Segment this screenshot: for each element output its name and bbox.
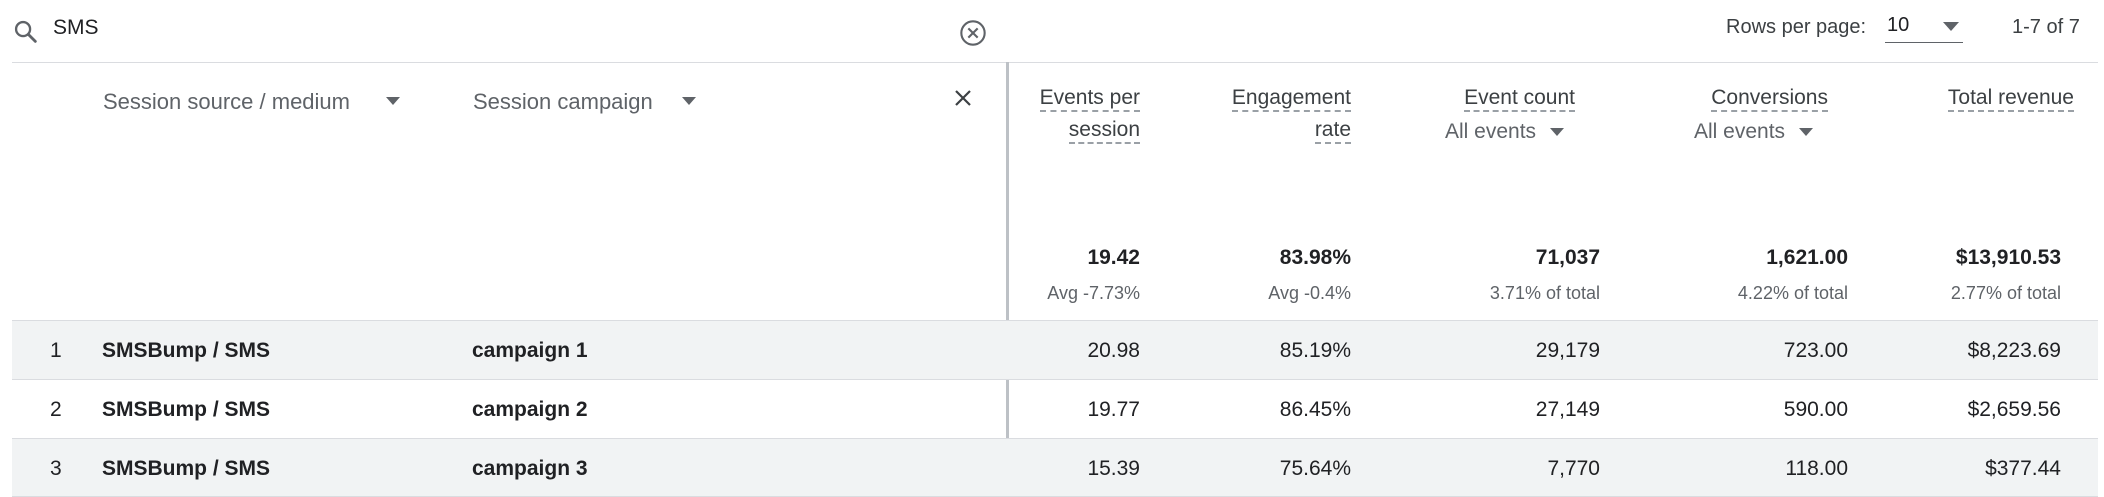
- dimension-header-campaign[interactable]: Session campaign: [473, 89, 653, 114]
- row-engagement-rate: 75.64%: [1279, 457, 1351, 480]
- chevron-down-icon: [1799, 128, 1814, 137]
- header-line: Engagement: [1231, 86, 1351, 112]
- row-total-revenue: $8,223.69: [1967, 339, 2061, 362]
- pagination-range: 1-7 of 7: [2012, 16, 2080, 38]
- close-icon[interactable]: [951, 86, 975, 110]
- table-row[interactable]: 2 SMSBump / SMS campaign 2 19.77 86.45% …: [12, 379, 2098, 438]
- row-event-count: 29,179: [1535, 339, 1600, 362]
- metric-header-events-per-session[interactable]: Events per session: [980, 82, 1140, 146]
- row-events-per-session: 19.77: [1087, 398, 1140, 421]
- event-count-filter[interactable]: All events: [1445, 120, 1565, 144]
- total-conversions-sub: 4.22% of total: [1737, 283, 1848, 303]
- total-revenue-sub: 2.77% of total: [1950, 283, 2061, 303]
- total-events-per-session-sub: Avg -7.73%: [1047, 283, 1140, 303]
- total-revenue: $13,910.53: [1955, 246, 2061, 269]
- header-line: Conversions: [1711, 86, 1828, 112]
- header-line: session: [1068, 118, 1140, 144]
- total-event-count-sub: 3.71% of total: [1489, 283, 1600, 303]
- total-conversions: 1,621.00: [1766, 246, 1848, 269]
- filter-label: All events: [1445, 120, 1537, 143]
- filter-label: All events: [1694, 120, 1786, 143]
- row-conversions: 118.00: [1785, 457, 1848, 480]
- total-event-count: 71,037: [1535, 246, 1600, 269]
- row-engagement-rate: 85.19%: [1279, 339, 1351, 362]
- search-input[interactable]: SMS: [53, 16, 99, 39]
- chevron-down-icon[interactable]: [386, 97, 400, 105]
- row-total-revenue: $2,659.56: [1967, 398, 2061, 421]
- row-source-medium: SMSBump / SMS: [102, 398, 271, 421]
- metric-header-total-revenue[interactable]: Total revenue: [1880, 82, 2074, 114]
- row-number: 2: [50, 398, 62, 421]
- row-campaign: campaign 2: [472, 398, 588, 421]
- dimension-header-source-medium[interactable]: Session source / medium: [103, 89, 350, 114]
- header-line: Total revenue: [1947, 86, 2074, 112]
- row-event-count: 7,770: [1547, 457, 1600, 480]
- row-campaign: campaign 1: [472, 339, 588, 362]
- table-row[interactable]: 3 SMSBump / SMS campaign 3 15.39 75.64% …: [12, 438, 2098, 497]
- clear-search-icon[interactable]: [959, 19, 987, 47]
- metric-header-event-count[interactable]: Event count: [1400, 82, 1575, 114]
- chevron-down-icon: [1943, 22, 1959, 31]
- rows-per-page-value: 10: [1887, 14, 1910, 36]
- row-conversions: 590.00: [1783, 398, 1848, 421]
- table-row[interactable]: 1 SMSBump / SMS campaign 1 20.98 85.19% …: [12, 320, 2098, 379]
- header-line: Event count: [1464, 86, 1575, 112]
- total-engagement-rate: 83.98%: [1279, 246, 1351, 269]
- conversions-filter[interactable]: All events: [1694, 120, 1814, 144]
- row-events-per-session: 20.98: [1087, 339, 1140, 362]
- column-divider: [1006, 62, 1009, 496]
- row-campaign: campaign 3: [472, 457, 588, 480]
- rows-per-page-label: Rows per page:: [1726, 16, 1867, 38]
- row-engagement-rate: 86.45%: [1279, 398, 1351, 421]
- row-total-revenue: $377.44: [1985, 457, 2061, 480]
- total-engagement-rate-sub: Avg -0.4%: [1268, 283, 1351, 303]
- header-line: Events per: [1039, 86, 1140, 112]
- row-number: 3: [50, 457, 62, 480]
- rows-per-page-select[interactable]: 10: [1885, 8, 1963, 43]
- row-event-count: 27,149: [1535, 398, 1600, 421]
- metric-header-conversions[interactable]: Conversions: [1640, 82, 1828, 114]
- table-top-border: [12, 62, 2098, 63]
- search-icon: [14, 20, 37, 43]
- row-conversions: 723.00: [1783, 339, 1848, 362]
- row-events-per-session: 15.39: [1087, 457, 1140, 480]
- chevron-down-icon[interactable]: [682, 97, 696, 105]
- header-line: rate: [1314, 118, 1351, 144]
- row-number: 1: [50, 339, 62, 362]
- total-events-per-session: 19.42: [1087, 246, 1140, 269]
- row-source-medium: SMSBump / SMS: [102, 457, 271, 480]
- chevron-down-icon: [1550, 128, 1565, 137]
- metric-header-engagement-rate[interactable]: Engagement rate: [1180, 82, 1351, 146]
- row-source-medium: SMSBump / SMS: [102, 339, 271, 362]
